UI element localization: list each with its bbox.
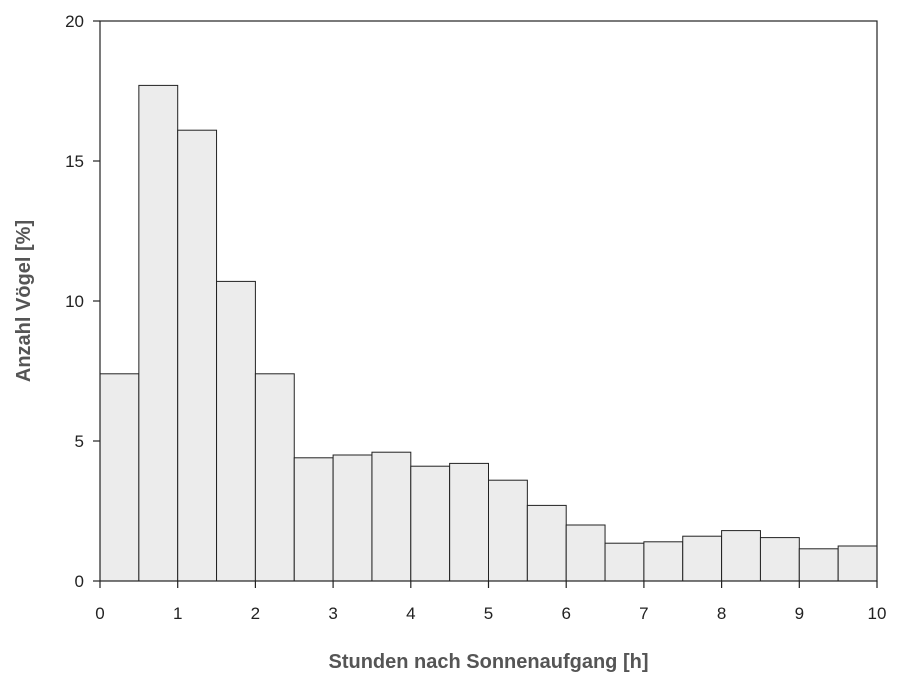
histogram-bar <box>837 545 878 582</box>
histogram-bar <box>643 541 684 582</box>
histogram-bar <box>721 530 761 582</box>
histogram-bar <box>371 451 412 582</box>
x-tick-label: 1 <box>173 604 182 623</box>
x-tick-label: 9 <box>795 604 804 623</box>
histogram-bar <box>216 280 256 582</box>
histogram-bar <box>410 465 451 582</box>
x-axis-title: Stunden nach Sonnenaufgang [h] <box>329 651 649 673</box>
x-tick-label: 2 <box>251 604 260 623</box>
x-axis-ticks: 0 1 2 3 4 5 6 7 8 9 10 <box>95 581 886 623</box>
y-tick-label: 5 <box>75 432 84 451</box>
histogram-bar <box>798 548 839 582</box>
x-tick-label: 4 <box>406 604 415 623</box>
y-axis-ticks: 0 5 10 15 20 <box>65 12 100 591</box>
histogram-bar <box>449 462 489 582</box>
y-axis-title: Anzahl Vögel [%] <box>13 220 35 382</box>
x-tick-label: 6 <box>561 604 570 623</box>
x-tick-label: 3 <box>328 604 337 623</box>
histogram-bar <box>604 542 645 582</box>
histogram-bar <box>526 504 567 582</box>
y-tick-label: 0 <box>75 572 84 591</box>
histogram-bar <box>565 524 606 582</box>
y-tick-label: 10 <box>65 292 84 311</box>
x-tick-label: 7 <box>639 604 648 623</box>
histogram-bar <box>254 373 295 582</box>
x-tick-label: 5 <box>484 604 493 623</box>
y-tick-label: 15 <box>65 152 84 171</box>
histogram-bar <box>759 537 800 582</box>
histogram-bar <box>177 129 218 582</box>
x-tick-label: 8 <box>717 604 726 623</box>
x-tick-label: 10 <box>868 604 887 623</box>
histogram-bar <box>293 457 334 582</box>
histogram-bar <box>682 535 723 582</box>
histogram-bar <box>488 479 528 582</box>
histogram-bar <box>332 454 373 582</box>
histogram-bar <box>138 84 179 582</box>
bars-group <box>99 84 878 582</box>
histogram-bar <box>99 373 140 582</box>
y-tick-label: 20 <box>65 12 84 31</box>
x-tick-label: 0 <box>95 604 104 623</box>
